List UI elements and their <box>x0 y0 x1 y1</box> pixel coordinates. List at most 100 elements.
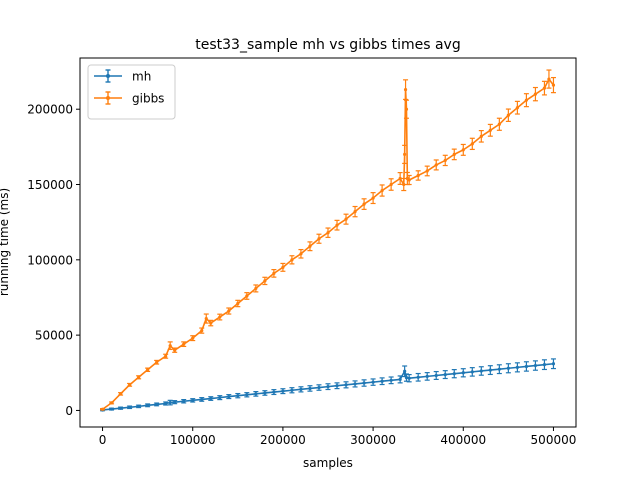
mh-point <box>164 401 168 406</box>
mh-point <box>335 384 339 388</box>
series-mh <box>100 358 556 412</box>
gibbs-point <box>164 354 168 358</box>
y-axis: 0 50000 100000 150000 200000 <box>27 103 80 418</box>
mh-point <box>173 400 177 404</box>
mh-point <box>380 379 384 383</box>
mh-point <box>344 383 348 387</box>
gibbs-point <box>218 315 222 319</box>
mh-point <box>299 387 303 391</box>
mh-point <box>182 399 186 403</box>
mh-point <box>191 398 195 402</box>
gibbs-point <box>272 271 276 275</box>
mh-point <box>263 391 267 395</box>
mh-point <box>403 369 407 373</box>
legend-label-gibbs: gibbs <box>132 92 164 106</box>
legend-marker-gibbs <box>106 96 110 100</box>
mh-point <box>155 402 159 407</box>
mh-point <box>398 377 402 382</box>
gibbs-point <box>470 142 474 146</box>
mh-point <box>168 401 172 405</box>
legend-marker-mh <box>106 74 110 78</box>
mh-point <box>128 405 132 409</box>
gibbs-point <box>118 392 123 396</box>
mh-point <box>434 373 438 378</box>
series-layer <box>100 69 556 412</box>
mh-point <box>353 382 357 386</box>
mh-point <box>497 367 501 371</box>
chart-title: test33_sample mh vs gibbs times avg <box>195 37 460 53</box>
gibbs-point <box>506 113 510 117</box>
mh-point <box>524 364 529 369</box>
y-tick-label: 100000 <box>27 253 73 267</box>
gibbs-point <box>403 152 407 156</box>
gibbs-point <box>488 128 492 132</box>
x-tick-label: 400000 <box>440 433 486 447</box>
mh-point <box>389 378 393 382</box>
legend-item-mh: mh <box>94 69 151 84</box>
mh-point <box>452 372 456 376</box>
x-axis-label: samples <box>303 456 353 470</box>
gibbs-point <box>299 252 303 256</box>
gibbs-point <box>403 88 408 92</box>
gibbs-point <box>109 401 114 405</box>
gibbs-point <box>398 176 402 181</box>
gibbs-point <box>245 294 249 298</box>
mh-point <box>245 393 249 397</box>
legend-box <box>87 64 176 120</box>
gibbs-point <box>515 106 519 110</box>
mh-point <box>146 403 150 407</box>
gibbs-point <box>146 368 150 372</box>
mh-point <box>425 374 429 378</box>
y-tick-label: 0 <box>65 404 73 418</box>
gibbs-point <box>263 279 267 283</box>
x-tick-label: 0 <box>99 433 107 447</box>
mh-point <box>371 380 375 384</box>
gibbs-point <box>407 178 411 182</box>
legend: mh gibbs <box>87 64 176 120</box>
mh-point <box>317 385 321 390</box>
gibbs-point <box>281 265 285 269</box>
gibbs-point <box>137 375 141 379</box>
gibbs-point <box>425 169 429 173</box>
gibbs-point <box>524 98 529 102</box>
gibbs-point <box>371 196 375 200</box>
gibbs-point <box>204 316 208 321</box>
mh-point <box>137 404 141 408</box>
gibbs-point <box>200 329 204 333</box>
mh-point <box>118 406 123 410</box>
plot-area <box>79 57 577 428</box>
gibbs-point <box>434 163 438 167</box>
x-tick-label: 300000 <box>350 433 396 447</box>
gibbs-point <box>236 301 240 306</box>
mh-point <box>326 385 330 389</box>
gibbs-point <box>404 107 409 111</box>
gibbs-point <box>547 77 551 81</box>
gibbs-point <box>128 383 132 387</box>
mh-point <box>281 389 285 393</box>
y-axis-label: running time (ms) <box>0 188 11 296</box>
mh-point <box>533 363 538 368</box>
mh-point <box>488 368 492 372</box>
x-tick-label: 200000 <box>260 433 306 447</box>
gibbs-point <box>290 258 294 262</box>
gibbs-point <box>551 83 556 87</box>
gibbs-point <box>389 182 393 187</box>
gibbs-point <box>443 158 447 163</box>
gibbs-point <box>479 134 483 138</box>
mh-point <box>218 396 222 400</box>
mh-point <box>290 388 294 392</box>
gibbs-point <box>209 321 213 325</box>
mh-point <box>506 366 510 370</box>
gibbs-point <box>353 210 357 214</box>
gibbs-point <box>182 342 186 346</box>
mh-point <box>209 396 213 401</box>
gibbs-point <box>168 344 172 348</box>
gibbs-point <box>461 148 465 152</box>
mh-point <box>272 390 276 394</box>
gibbs-point <box>452 152 456 156</box>
mh-point <box>443 372 447 377</box>
gibbs-point <box>155 360 159 364</box>
x-tick-label: 500000 <box>531 433 577 447</box>
gibbs-point <box>533 92 538 96</box>
